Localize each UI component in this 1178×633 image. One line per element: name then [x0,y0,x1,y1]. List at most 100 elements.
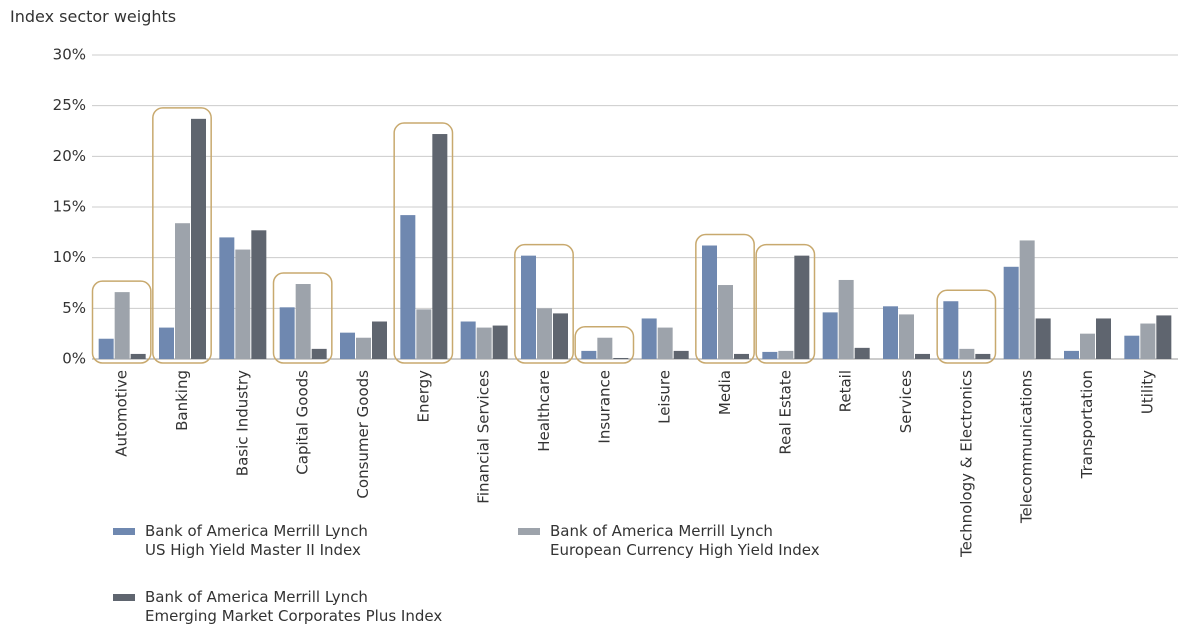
bar [492,325,508,359]
bar [581,350,597,359]
bar [372,321,387,359]
y-tick-label: 30% [53,46,86,64]
bar [114,292,130,359]
bar [521,255,536,359]
bar [295,284,311,359]
highlight-box [574,325,635,364]
x-tick-label: Services [897,370,915,433]
bar [460,321,476,359]
bar [915,353,930,359]
legend-swatch [113,528,135,535]
bar [476,327,492,359]
x-tick-label: Banking [173,370,191,431]
x-tick-label: Media [716,370,734,415]
bar [822,312,838,359]
bar [98,338,114,359]
highlight-box [936,289,997,364]
legend-item: Bank of America Merrill Lynch Emerging M… [113,588,442,626]
bar [251,230,267,359]
bar [340,332,355,359]
bar [235,249,251,359]
chart-title: Index sector weights [10,7,177,26]
legend-label: Bank of America Merrill Lynch Emerging M… [145,588,443,625]
x-tick-label: Consumer Goods [354,370,372,499]
bar [537,308,552,359]
bar [400,215,416,359]
bar [1064,350,1079,359]
bar [175,223,190,359]
bar [657,327,673,359]
x-tick-label: Automotive [113,370,131,457]
bar [130,353,146,359]
y-tick-label: 5% [62,299,86,317]
bar [191,118,206,359]
legend-label: Bank of America Merrill Lynch European C… [550,522,820,559]
bar [1080,333,1095,359]
x-tick-label: Insurance [595,370,613,444]
bar [1019,240,1035,359]
x-tick-label: Technology & Electronics [957,370,975,558]
bar [673,350,689,359]
bar [883,306,898,359]
bar [838,279,854,359]
bar [975,353,991,359]
bar [311,348,327,359]
bar [1124,335,1140,359]
bar [553,313,568,359]
legend-item: Bank of America Merrill Lynch US High Yi… [113,522,368,560]
highlight-box [514,243,574,364]
x-tick-label: Healthcare [535,370,553,452]
bar [794,255,810,359]
y-tick-label: 0% [62,350,86,368]
legend-label: Bank of America Merrill Lynch US High Yi… [145,522,368,559]
x-tick-label: Transportation [1078,370,1096,479]
bar [159,327,174,359]
highlight-box [91,280,152,364]
x-tick-label: Financial Services [475,370,493,504]
x-tick-label: Basic Industry [233,370,251,476]
highlight-box [152,107,212,364]
bar [356,337,371,359]
x-tick-label: Retail [837,370,855,412]
x-tick-label: Capital Goods [294,370,312,475]
bar [899,314,914,359]
x-tick-label: Telecommunications [1018,370,1036,524]
bar [641,318,657,359]
highlight-box [272,272,333,364]
bar [762,351,778,359]
highlight-box [695,233,755,364]
highlight-box [755,243,816,364]
bar [613,357,629,359]
highlight-box [393,122,454,364]
legend-swatch [113,594,135,601]
bar [1035,318,1051,359]
bar [854,347,870,359]
bar [597,337,613,359]
bar [1096,318,1111,359]
bar [943,301,959,359]
x-tick-label: Real Estate [776,370,794,455]
bar [279,307,295,359]
legend-item: Bank of America Merrill Lynch European C… [518,522,820,560]
bar [1140,323,1156,359]
bar [702,245,717,359]
x-tick-label: Leisure [656,370,674,424]
y-tick-label: 15% [53,198,86,216]
bar [432,134,448,359]
y-tick-label: 10% [53,248,86,266]
bar [1156,315,1172,359]
x-tick-label: Utility [1138,370,1156,414]
bar [778,350,794,359]
y-tick-label: 20% [53,147,86,165]
bar [959,348,975,359]
bar [734,353,749,359]
bar [1003,266,1019,359]
legend-swatch [518,528,540,535]
y-tick-label: 25% [53,96,86,114]
bar [219,237,235,359]
x-tick-label: Energy [414,370,432,423]
bar [416,309,432,359]
bar [718,285,733,359]
